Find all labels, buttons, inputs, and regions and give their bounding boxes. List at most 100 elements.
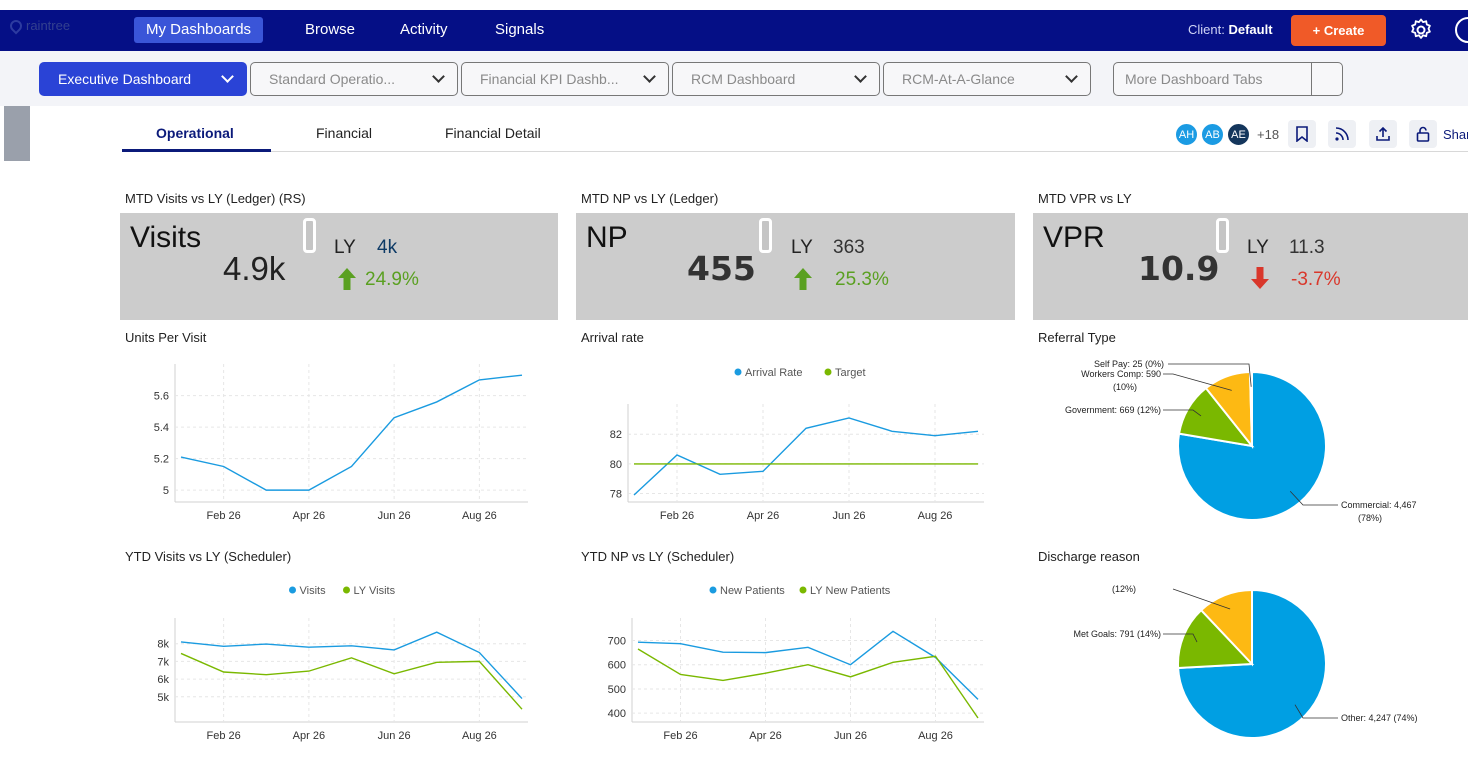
more-dashboard-tabs-select[interactable]: More Dashboard Tabs xyxy=(1113,62,1343,96)
create-button[interactable]: + Create xyxy=(1291,15,1386,46)
nav-signals[interactable]: Signals xyxy=(495,21,545,38)
x-tick-label: Feb 26 xyxy=(660,510,694,522)
tab-financial[interactable]: Financial xyxy=(316,125,373,141)
y-tick-label: 6k xyxy=(157,674,169,686)
dashboard-tab-label: RCM Dashboard xyxy=(691,71,796,87)
subtab-divider xyxy=(122,151,1468,152)
x-tick-label: Jun 26 xyxy=(834,730,867,742)
chevron-down-icon xyxy=(643,70,656,83)
lock-button[interactable] xyxy=(1409,120,1437,148)
nav-activity[interactable]: Activity xyxy=(400,21,448,38)
legend-label: LY Visits xyxy=(354,585,396,597)
tab-operational[interactable]: Operational xyxy=(156,125,234,141)
pie-slice xyxy=(1177,370,1327,521)
kpi-name: Visits xyxy=(130,221,202,254)
slice-label: Other: 4,247 (74%) xyxy=(1341,713,1418,723)
ly-label: LY xyxy=(334,237,356,258)
series-line xyxy=(637,630,979,700)
more-tabs-dropdown-button[interactable] xyxy=(1311,63,1342,95)
series-line xyxy=(180,631,523,700)
pie-slice xyxy=(1199,588,1253,667)
slice-label: Government: 669 (12%) xyxy=(1065,405,1161,415)
ly-value: 11.3 xyxy=(1289,237,1325,258)
y-tick-label: 7k xyxy=(157,656,169,668)
kpi-change: 24.9% xyxy=(365,269,419,290)
y-tick-label: 5.6 xyxy=(154,391,169,403)
kpi-name: VPR xyxy=(1043,221,1105,254)
chevron-down-icon xyxy=(854,70,867,83)
x-tick-label: Apr 26 xyxy=(749,730,781,742)
avatar[interactable]: AH xyxy=(1174,122,1199,147)
kpi-card-visits[interactable]: Visits 4.9k LY 4k 24.9% xyxy=(120,213,558,320)
ytd-np-chart[interactable]: 400 500 600 700 Feb 26 Apr 26 Jun 26 Aug 26 New … xyxy=(576,568,1016,748)
avatar[interactable]: AE xyxy=(1226,122,1251,147)
y-tick-label: 5.2 xyxy=(154,454,169,466)
avatar[interactable]: AB xyxy=(1200,122,1225,147)
logo-text: raintree xyxy=(26,18,71,33)
collaborator-count[interactable]: +18 xyxy=(1257,127,1280,142)
bookmark-button[interactable] xyxy=(1288,120,1316,148)
y-tick-label: 78 xyxy=(610,489,622,501)
dashboard-tab-financial-kpi[interactable]: Financial KPI Dashb... xyxy=(461,62,669,96)
leader-line xyxy=(1163,373,1232,391)
drag-handle-icon[interactable] xyxy=(759,218,772,253)
kpi-card-vpr[interactable]: VPR 10.9 LY 11.3 -3.7% xyxy=(1033,213,1468,320)
discharge-reason-chart[interactable]: Other: 4,247 (74%) Met Goals: 791 (14%) (1… xyxy=(1033,568,1468,753)
series-line xyxy=(180,652,523,710)
arrow-up-icon xyxy=(338,268,356,290)
kpi-value: 455 xyxy=(687,249,756,288)
upload-icon xyxy=(1376,126,1390,141)
leader-line xyxy=(1294,704,1338,719)
x-tick-label: Jun 26 xyxy=(378,510,411,522)
active-tab-indicator xyxy=(122,149,271,152)
referral-type-chart[interactable]: Commercial: 4,467 (78%) Government: 669 (1… xyxy=(1033,350,1468,535)
legend-label: Arrival Rate xyxy=(745,367,802,379)
legend-label: Target xyxy=(835,367,866,379)
y-tick-label: 80 xyxy=(610,459,622,471)
y-tick-label: 400 xyxy=(608,708,626,720)
settings-gear-icon[interactable] xyxy=(1409,18,1433,42)
chevron-down-icon xyxy=(432,70,445,83)
x-tick-label: Apr 26 xyxy=(293,510,325,522)
arrow-up-icon xyxy=(794,268,812,290)
nav-browse[interactable]: Browse xyxy=(305,21,356,38)
leader-line xyxy=(1163,409,1202,417)
dashboard-tab-executive[interactable]: Executive Dashboard xyxy=(39,62,247,96)
share-button[interactable]: Shar xyxy=(1443,127,1468,142)
tab-financial-detail[interactable]: Financial Detail xyxy=(445,125,541,141)
arrival-rate-chart[interactable]: 78 80 82 Feb 26 Apr 26 Jun 26 Aug 26 Arrival Ra… xyxy=(576,350,1016,530)
help-icon[interactable] xyxy=(1455,17,1468,43)
top-nav: raintree My Dashboards Browse Activity S… xyxy=(0,10,1468,51)
client-indicator: Client: Default xyxy=(1188,22,1273,37)
more-dashboard-tabs-label: More Dashboard Tabs xyxy=(1125,71,1263,87)
nav-my-dashboards[interactable]: My Dashboards xyxy=(134,17,264,43)
x-tick-label: Aug 26 xyxy=(918,730,953,742)
units-per-visit-chart[interactable]: 5 5.2 5.4 5.6 Feb 26 Apr 26 Jun 26 Aug 26 xyxy=(120,350,560,530)
x-tick-label: Feb 26 xyxy=(207,730,241,742)
raintree-logo[interactable]: raintree xyxy=(7,17,71,34)
slice-label: (78%) xyxy=(1358,513,1382,523)
y-tick-label: 500 xyxy=(608,684,626,696)
widget-title: Discharge reason xyxy=(1038,549,1140,564)
drag-handle-icon[interactable] xyxy=(1216,218,1229,253)
subscribe-button[interactable] xyxy=(1328,120,1356,148)
sidebar-expand-handle[interactable] xyxy=(4,106,30,161)
kpi-card-np[interactable]: NP 455 LY 363 25.3% xyxy=(576,213,1015,320)
dashboard-tab-rcm-at-a-glance[interactable]: RCM-At-A-Glance xyxy=(883,62,1091,96)
drag-handle-icon[interactable] xyxy=(303,218,316,253)
y-tick-label: 700 xyxy=(608,636,626,648)
leader-line xyxy=(1168,363,1252,387)
leader-line xyxy=(1289,490,1338,506)
ytd-visits-chart[interactable]: 5k 6k 7k 8k Feb 26 Apr 26 Jun 26 Aug 26 Visits LY… xyxy=(120,568,560,748)
dashboard-tab-rcm[interactable]: RCM Dashboard xyxy=(672,62,880,96)
ly-value: 363 xyxy=(833,237,865,258)
kpi-change: -3.7% xyxy=(1291,269,1341,290)
widget-title: Units Per Visit xyxy=(125,330,207,345)
x-tick-label: Aug 26 xyxy=(462,510,497,522)
widget-title: YTD NP vs LY (Scheduler) xyxy=(581,549,735,564)
export-button[interactable] xyxy=(1369,120,1397,148)
arrow-down-icon xyxy=(1251,267,1269,289)
dashboard-tab-standard-operations[interactable]: Standard Operatio... xyxy=(250,62,458,96)
x-tick-label: Aug 26 xyxy=(462,730,497,742)
